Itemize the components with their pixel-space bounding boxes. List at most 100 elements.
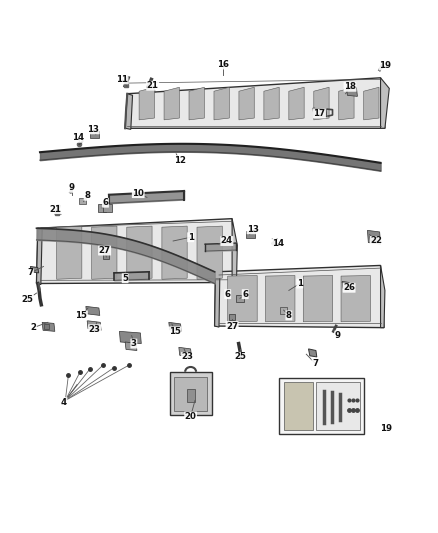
Text: 6: 6: [225, 289, 231, 298]
Polygon shape: [125, 342, 137, 351]
Text: 1: 1: [187, 233, 194, 242]
Polygon shape: [92, 226, 117, 279]
Polygon shape: [36, 219, 237, 284]
Text: 16: 16: [217, 60, 230, 69]
Polygon shape: [341, 276, 371, 322]
Bar: [90, 132, 99, 138]
Text: 25: 25: [234, 352, 246, 361]
Text: 13: 13: [87, 125, 99, 134]
Text: 9: 9: [69, 183, 75, 192]
Text: 26: 26: [343, 283, 355, 292]
Bar: [103, 204, 112, 212]
Bar: [44, 324, 49, 329]
Text: 20: 20: [185, 412, 197, 421]
Text: 23: 23: [182, 352, 194, 361]
Bar: [55, 212, 59, 215]
Polygon shape: [86, 306, 100, 316]
Text: 19: 19: [380, 424, 392, 433]
Text: 6: 6: [102, 198, 109, 207]
Bar: [280, 308, 287, 314]
Text: 24: 24: [221, 237, 233, 246]
Polygon shape: [36, 228, 42, 285]
Bar: [147, 85, 151, 88]
Text: 3: 3: [131, 339, 137, 348]
Bar: [124, 84, 128, 87]
Polygon shape: [215, 272, 220, 327]
Text: 8: 8: [84, 191, 90, 200]
Text: 7: 7: [27, 269, 33, 277]
Polygon shape: [346, 87, 357, 96]
Polygon shape: [120, 332, 141, 344]
Polygon shape: [162, 226, 187, 279]
Text: 15: 15: [170, 327, 181, 336]
Text: 1: 1: [297, 279, 303, 288]
Polygon shape: [239, 87, 254, 120]
Polygon shape: [164, 87, 180, 120]
Polygon shape: [367, 230, 381, 244]
Bar: [170, 372, 212, 415]
Text: 8: 8: [286, 311, 292, 320]
Text: 12: 12: [174, 156, 186, 165]
Bar: [246, 231, 255, 238]
Bar: [279, 378, 364, 434]
Polygon shape: [169, 322, 181, 332]
Polygon shape: [289, 87, 304, 120]
Text: 5: 5: [122, 273, 128, 282]
Bar: [98, 204, 106, 212]
Bar: [236, 295, 244, 302]
Text: 13: 13: [247, 225, 259, 234]
Text: 23: 23: [88, 325, 101, 334]
Bar: [79, 198, 86, 204]
Text: 19: 19: [379, 61, 391, 70]
Polygon shape: [232, 219, 237, 282]
Polygon shape: [265, 276, 295, 322]
Polygon shape: [264, 87, 279, 120]
Text: 14: 14: [272, 239, 284, 248]
Polygon shape: [228, 276, 257, 322]
Bar: [174, 376, 207, 411]
Polygon shape: [314, 87, 329, 120]
Text: 11: 11: [116, 75, 128, 84]
Polygon shape: [308, 349, 317, 357]
Polygon shape: [139, 87, 155, 120]
Polygon shape: [57, 226, 82, 279]
Text: 21: 21: [147, 81, 159, 90]
Polygon shape: [127, 226, 152, 279]
Polygon shape: [125, 94, 133, 130]
Polygon shape: [364, 87, 379, 120]
Bar: [316, 382, 360, 430]
Text: 9: 9: [335, 331, 341, 340]
Polygon shape: [381, 265, 385, 328]
Text: 18: 18: [344, 82, 356, 91]
Text: 10: 10: [132, 189, 144, 198]
Text: 17: 17: [313, 109, 325, 118]
Polygon shape: [30, 266, 39, 273]
Polygon shape: [125, 78, 385, 128]
Polygon shape: [342, 281, 350, 289]
Polygon shape: [197, 226, 222, 279]
Text: 6: 6: [242, 289, 248, 298]
Text: 4: 4: [61, 398, 67, 407]
Text: 25: 25: [22, 295, 34, 304]
Polygon shape: [215, 265, 384, 328]
Text: 15: 15: [75, 311, 88, 320]
Text: 2: 2: [30, 323, 36, 332]
Bar: [229, 314, 235, 320]
Polygon shape: [189, 87, 205, 120]
Text: 7: 7: [312, 359, 318, 368]
Polygon shape: [42, 322, 55, 332]
Polygon shape: [87, 321, 101, 330]
Bar: [187, 389, 194, 402]
Polygon shape: [313, 108, 327, 117]
Text: 22: 22: [370, 237, 382, 246]
Polygon shape: [339, 87, 354, 120]
Bar: [284, 382, 313, 430]
Text: 21: 21: [49, 205, 61, 214]
Text: 27: 27: [99, 246, 111, 255]
Polygon shape: [303, 276, 333, 322]
Polygon shape: [179, 348, 191, 357]
Bar: [103, 253, 110, 259]
Polygon shape: [381, 78, 389, 128]
Text: 27: 27: [226, 321, 238, 330]
Text: 14: 14: [72, 133, 85, 142]
